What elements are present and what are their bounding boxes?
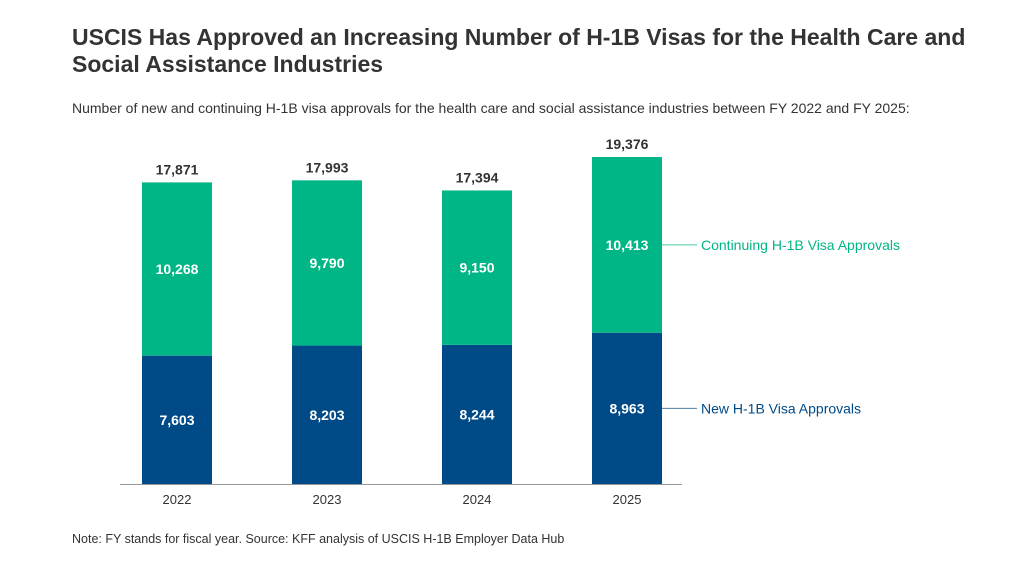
- chart-title: USCIS Has Approved an Increasing Number …: [72, 24, 966, 77]
- bar-new-2024: [442, 344, 512, 484]
- total-label-2022: 17,871: [156, 161, 199, 177]
- data-label-new-2023: 8,203: [309, 407, 344, 423]
- legend-label-new: New H-1B Visa Approvals: [701, 400, 861, 416]
- x-tick-label-2023: 2023: [313, 492, 342, 507]
- data-label-new-2024: 8,244: [459, 406, 494, 422]
- data-label-continuing-2022: 10,268: [156, 261, 199, 277]
- total-label-2023: 17,993: [306, 159, 349, 175]
- x-tick-label-2025: 2025: [613, 492, 642, 507]
- total-label-2025: 19,376: [606, 136, 649, 152]
- data-label-new-2022: 7,603: [159, 412, 194, 428]
- data-label-continuing-2025: 10,413: [606, 237, 649, 253]
- x-tick-label-2024: 2024: [463, 492, 492, 507]
- bar-new-2023: [292, 345, 362, 484]
- bar-continuing-2022: [142, 182, 212, 356]
- bar-new-2025: [592, 332, 662, 484]
- total-label-2024: 17,394: [456, 169, 499, 185]
- data-label-continuing-2024: 9,150: [459, 260, 494, 276]
- legend-label-continuing: Continuing H-1B Visa Approvals: [701, 237, 900, 253]
- chart-subtitle: Number of new and continuing H-1B visa a…: [72, 100, 910, 116]
- data-label-new-2025: 8,963: [609, 400, 644, 416]
- bar-continuing-2024: [442, 190, 512, 345]
- bar-continuing-2023: [292, 180, 362, 346]
- source-note: Note: FY stands for fiscal year. Source:…: [72, 532, 565, 546]
- bar-new-2022: [142, 355, 212, 484]
- bar-continuing-2025: [592, 157, 662, 333]
- data-label-continuing-2023: 9,790: [309, 255, 344, 271]
- x-tick-label-2022: 2022: [163, 492, 192, 507]
